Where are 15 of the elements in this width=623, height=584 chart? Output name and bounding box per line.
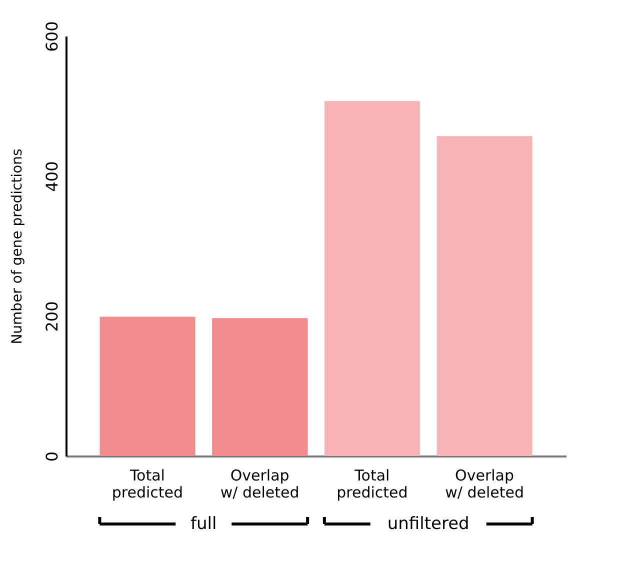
bar [100,316,196,456]
text: unfiltered [387,514,470,534]
y-tick-label: 400 [42,161,62,192]
text: full [190,514,217,534]
x-tick-label: Total predicted [112,466,184,502]
y-tick-label: 600 [42,21,62,52]
bar [212,318,308,456]
x-tick-label: Total predicted [336,466,408,502]
y-tick-label: 0 [42,451,62,462]
bar [436,136,532,456]
bar [324,101,420,456]
y-axis-title: Number of gene predictions [10,148,26,344]
x-tick-label: Overlap w/ deleted [220,466,300,502]
x-tick-label: Overlap w/ deleted [445,466,524,502]
y-tick-label: 200 [42,301,62,332]
